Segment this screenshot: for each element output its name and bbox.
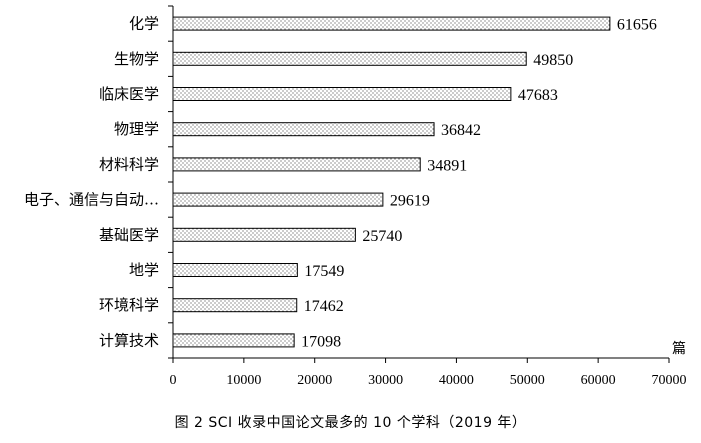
category-label: 物理学 <box>114 120 159 138</box>
data-label: 49850 <box>533 52 573 69</box>
data-label: 34891 <box>427 157 467 174</box>
category-label: 电子、通信与自动… <box>24 191 159 209</box>
category-label: 临床医学 <box>99 85 159 103</box>
figure-caption: 图 2 SCI 收录中国论文最多的 10 个学科（2019 年） <box>174 415 527 431</box>
x-tick-label: 20000 <box>297 373 332 388</box>
x-tick-label: 60000 <box>581 373 616 388</box>
data-label: 29619 <box>390 193 430 210</box>
category-label: 化学 <box>129 15 159 33</box>
category-label: 材料科学 <box>99 155 159 173</box>
x-axis-unit: 篇 <box>672 341 686 357</box>
bar <box>172 298 298 313</box>
data-label: 61656 <box>617 17 657 34</box>
category-label: 地学 <box>129 261 159 279</box>
category-label: 基础医学 <box>99 226 159 244</box>
data-label: 17549 <box>304 263 344 280</box>
x-tick-label: 70000 <box>652 373 687 388</box>
x-tick-label: 30000 <box>368 373 403 388</box>
x-tick-label: 10000 <box>226 373 261 388</box>
data-label: 17462 <box>304 298 344 315</box>
category-label: 生物学 <box>114 50 159 68</box>
x-tick-label: 0 <box>170 373 177 388</box>
data-label: 17098 <box>301 333 341 350</box>
bar <box>172 192 384 207</box>
bar-chart: 0 10000 20000 30000 40000 50000 60000 70000 篇 化学 6… <box>24 5 687 388</box>
category-label: 计算技术 <box>99 331 159 349</box>
bar <box>172 333 295 348</box>
bar <box>172 87 512 101</box>
bar <box>172 122 435 137</box>
x-tick-label: 50000 <box>510 373 545 388</box>
data-label: 47683 <box>518 87 558 104</box>
bar <box>172 263 298 277</box>
bar <box>172 16 611 31</box>
x-tick-label: 40000 <box>439 373 474 388</box>
bar <box>172 51 527 66</box>
bar <box>172 157 421 172</box>
category-label: 环境科学 <box>99 296 159 314</box>
data-label: 36842 <box>441 122 481 139</box>
data-label: 25740 <box>362 228 402 245</box>
bar <box>172 227 356 242</box>
